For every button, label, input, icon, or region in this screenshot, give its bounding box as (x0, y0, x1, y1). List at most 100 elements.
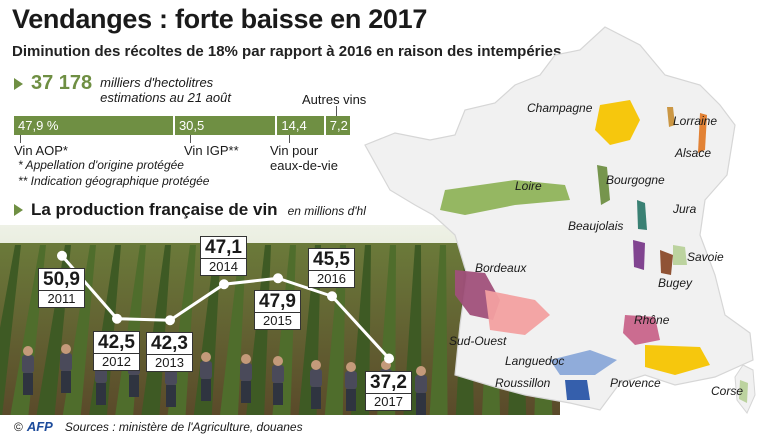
region-label: Bourgogne (606, 173, 665, 187)
production-line-chart (57, 250, 394, 364)
data-label-2017: 37,2 2017 (365, 370, 412, 411)
igp-tick (190, 135, 191, 143)
region-label: Alsace (674, 146, 711, 160)
chart-labels: 50,9 2011 42,5 2012 42,3 2013 47,1 2014 47,9 2015… (0, 225, 560, 415)
data-label-2011: 50,9 2011 (38, 267, 85, 308)
region-savoie (673, 245, 687, 265)
region-label: Bordeaux (475, 261, 527, 275)
vine-row (62, 245, 96, 415)
value-label-2014: 47,1 (205, 237, 242, 259)
segment-aop: 47,9 % (14, 116, 175, 135)
value-label-2013: 42,3 (151, 333, 188, 355)
region-languedoc (550, 350, 617, 375)
region-bourgogne (597, 165, 610, 205)
value-label-2017: 37,2 (370, 371, 407, 393)
harvester-figure (240, 354, 252, 403)
harvester-figure (60, 344, 72, 393)
triangle-bullet-icon (14, 204, 23, 216)
region-beaujolais (633, 240, 645, 270)
harvester-figure (345, 362, 357, 411)
region-label: Sud-Ouest (449, 334, 507, 348)
region-label: Savoie (687, 250, 724, 264)
region-sudouest (485, 290, 550, 335)
source-text: Sources : ministère de l'Agriculture, do… (64, 419, 303, 434)
harvester-figure (200, 352, 212, 401)
total-unit-line: milliers d'hectolitres (100, 75, 214, 90)
vine-row (429, 245, 448, 415)
region-alsace (698, 113, 707, 153)
label-autres: Autres vins (302, 92, 367, 107)
value-label-2015: 47,9 (259, 291, 296, 313)
region-label: Rhône (634, 313, 670, 327)
page-title: Vendanges : forte baisse en 2017 (12, 4, 428, 34)
region-loire (440, 180, 570, 215)
year-label-2014: 2014 (201, 258, 246, 275)
footnote-aop: * Appellation d'origine protégée (18, 158, 184, 172)
region-label: Lorraine (673, 114, 717, 128)
region-label: Champagne (527, 101, 593, 115)
region-label: Jura (672, 202, 697, 216)
segment-igp: 30,5 (174, 116, 278, 135)
harvester-figure (415, 366, 427, 415)
year-label-2013: 2013 (147, 354, 192, 371)
region-label: Bugey (658, 276, 693, 290)
total-production: 37 178 milliers d'hectolitres estimation… (14, 72, 231, 105)
point-2015 (273, 273, 283, 284)
source-line: © AFP Sources : ministère de l'Agricultu… (14, 419, 303, 434)
production-title: La production française de vin (31, 200, 278, 219)
label-eaux-de-vie-2: eaux-de-vie (270, 158, 338, 173)
vine-row (10, 245, 46, 415)
aop-tick (20, 135, 21, 143)
data-label-2014: 47,1 2014 (200, 236, 247, 277)
vine-row (0, 245, 21, 415)
breakdown-bar: 47,9 % 30,5 14,4 7,2 (14, 116, 350, 135)
data-label-2013: 42,3 2013 (146, 332, 193, 373)
region-label: Languedoc (505, 354, 564, 368)
region-provence (645, 345, 710, 375)
value-label-2012: 42,5 (98, 331, 135, 353)
data-label-2015: 47,9 2015 (254, 290, 301, 331)
total-value: 37 178 (31, 72, 93, 94)
year-label-2016: 2016 (309, 270, 354, 287)
region-corse (739, 380, 748, 403)
region-rhone (623, 315, 660, 345)
year-label-2017: 2017 (366, 392, 411, 410)
total-unit-note: milliers d'hectolitres estimations au 21… (100, 75, 231, 105)
vine-row (220, 245, 246, 415)
label-aop: Vin AOP* (14, 143, 68, 158)
region-label: Loire (515, 179, 542, 193)
point-2012 (112, 313, 122, 324)
region-roussillon (565, 380, 590, 400)
harvester-figure (310, 360, 322, 409)
map-graphic: Champagne Lorraine Alsace Loire Bourgogne Jur… (364, 26, 756, 414)
label-igp: Vin IGP** (184, 143, 239, 158)
region-label: Roussillon (495, 376, 551, 390)
region-label: Corse (711, 384, 743, 398)
segment-autres: 7,2 (325, 116, 350, 135)
point-2017 (384, 353, 394, 364)
eaux-de-vie-tick (289, 135, 290, 143)
page-subtitle: Diminution des récoltes de 18% par rappo… (12, 43, 562, 60)
year-label-2011: 2011 (39, 289, 84, 307)
triangle-bullet-icon (14, 78, 23, 90)
copyright-symbol: © (14, 419, 23, 434)
data-label-2012: 42,5 2012 (93, 330, 140, 371)
point-2011 (57, 250, 67, 261)
segment-eaux-de-vie: 14,4 (277, 116, 326, 135)
production-heading: La production française de vin en millio… (14, 200, 366, 220)
year-label-2015: 2015 (255, 312, 300, 329)
region-bugey (660, 250, 673, 275)
france-outline (364, 26, 754, 411)
point-2014 (219, 279, 229, 290)
harvester-figure (272, 356, 284, 405)
region-label: Beaujolais (568, 219, 623, 233)
vine-row (115, 245, 146, 415)
value-label-2011: 50,9 (43, 268, 80, 290)
region-label: Provence (610, 376, 661, 390)
point-2013 (165, 315, 175, 326)
harvester-figure (22, 346, 34, 395)
vine-row (141, 245, 171, 415)
data-label-2016: 45,5 2016 (308, 248, 355, 289)
afp-logo: AFP (26, 419, 53, 434)
autres-tick (336, 106, 337, 116)
